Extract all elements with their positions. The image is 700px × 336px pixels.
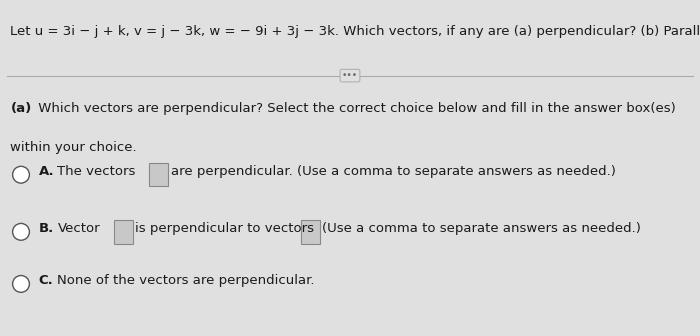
Text: B.: B. [38,222,54,235]
Text: are perpendicular. (Use a comma to separate answers as needed.): are perpendicular. (Use a comma to separ… [171,165,616,178]
Text: Vector: Vector [57,222,100,235]
Text: C.: C. [38,274,53,287]
Text: •••: ••• [342,71,358,80]
Text: (a): (a) [10,102,32,116]
Text: The vectors: The vectors [57,165,136,178]
Ellipse shape [13,223,29,240]
FancyBboxPatch shape [114,220,133,244]
Ellipse shape [13,276,29,292]
Text: (Use a comma to separate answers as needed.): (Use a comma to separate answers as need… [322,222,641,235]
Ellipse shape [13,166,29,183]
Text: within your choice.: within your choice. [10,141,137,154]
FancyBboxPatch shape [301,220,320,244]
Text: is perpendicular to vectors: is perpendicular to vectors [135,222,314,235]
Text: Which vectors are perpendicular? Select the correct choice below and fill in the: Which vectors are perpendicular? Select … [34,102,676,116]
Text: Let u = 3i − j + k, v = j − 3k, w = − 9i + 3j − 3k. Which vectors, if any are (a: Let u = 3i − j + k, v = j − 3k, w = − 9i… [10,25,700,38]
Text: A.: A. [38,165,54,178]
Text: None of the vectors are perpendicular.: None of the vectors are perpendicular. [57,274,315,287]
FancyBboxPatch shape [149,163,168,186]
